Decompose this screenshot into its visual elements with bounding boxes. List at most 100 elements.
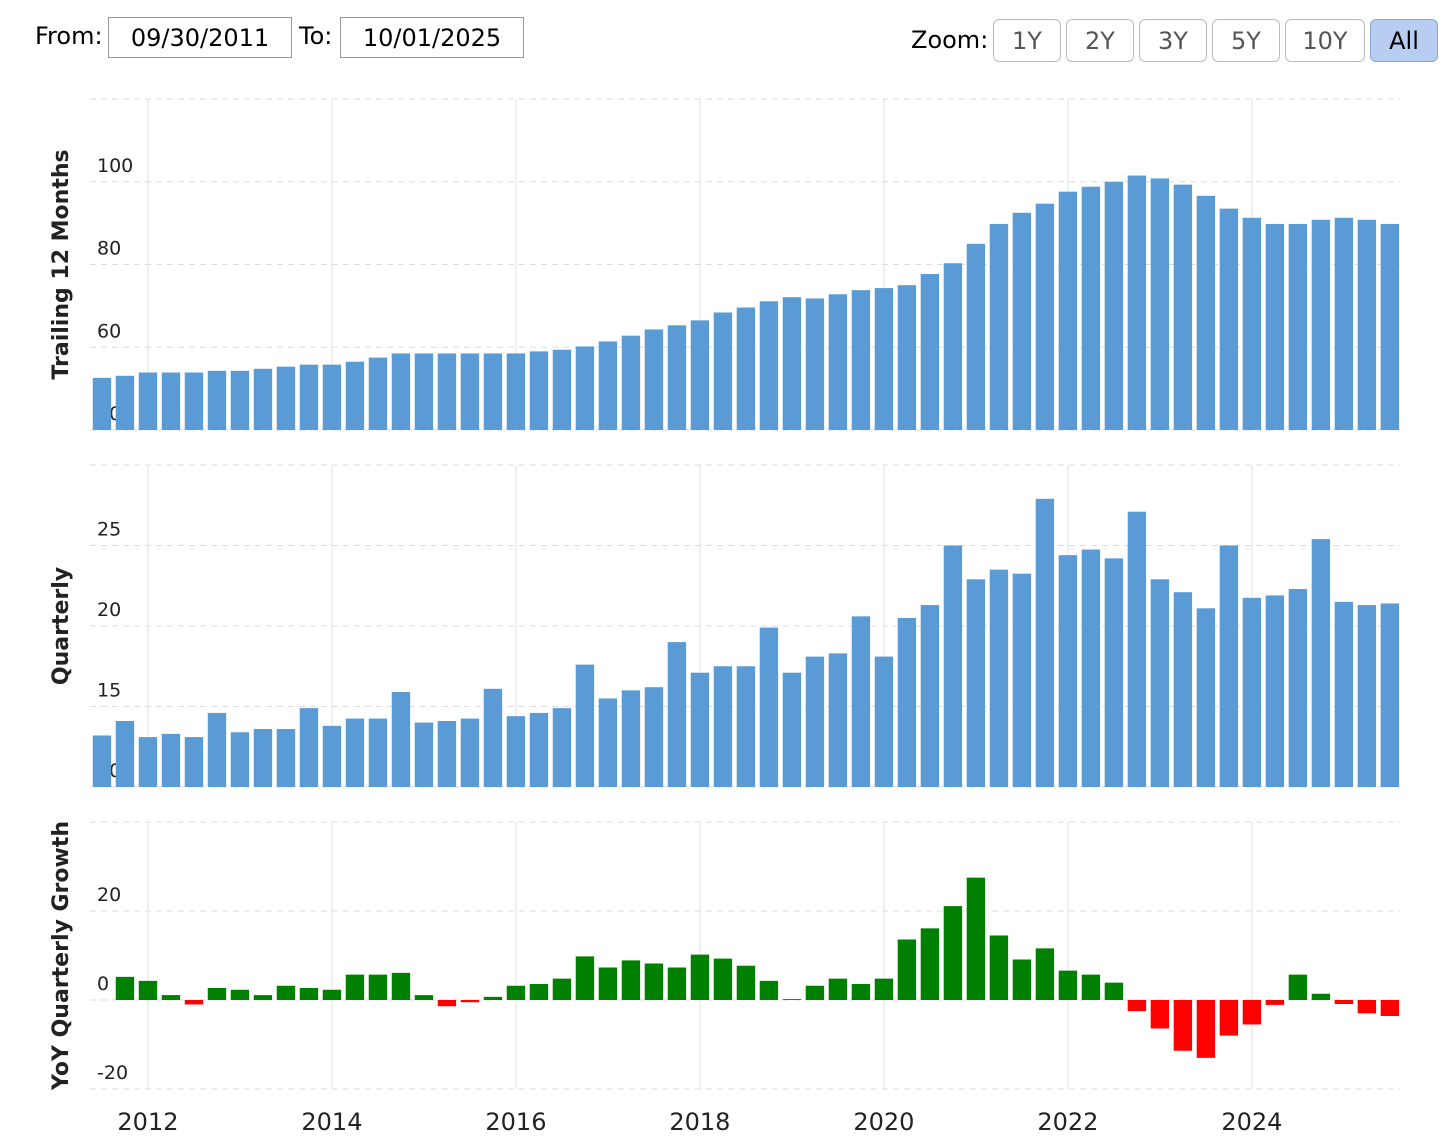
bar	[1196, 608, 1216, 787]
bar	[1219, 208, 1239, 430]
bar	[1150, 579, 1170, 787]
zoom-button[interactable]: All	[1370, 19, 1438, 62]
bar	[1265, 223, 1285, 430]
bar	[483, 996, 503, 1000]
bar	[874, 288, 894, 430]
zoom-button[interactable]: 5Y	[1212, 19, 1280, 62]
x-tick-label: 2022	[1037, 1108, 1098, 1136]
to-label: To:	[299, 22, 333, 50]
bar	[1288, 974, 1308, 1000]
bar	[713, 958, 733, 1000]
bar	[1334, 1000, 1354, 1005]
bar	[1219, 1000, 1239, 1036]
bar	[667, 325, 687, 430]
bar	[253, 995, 273, 1000]
bar	[184, 737, 204, 787]
bar	[943, 263, 963, 430]
bar	[299, 708, 319, 787]
zoom-button[interactable]: 2Y	[1066, 19, 1134, 62]
bar	[1219, 545, 1239, 787]
bar	[989, 569, 1009, 787]
bar	[690, 954, 710, 1000]
bar	[1196, 1000, 1216, 1058]
zoom-button[interactable]: 10Y	[1285, 19, 1365, 62]
bar	[805, 985, 825, 1000]
y-tick-label: 20	[97, 599, 121, 621]
bar	[1242, 597, 1262, 787]
bar	[437, 353, 457, 430]
bar	[690, 672, 710, 787]
bar	[575, 346, 595, 430]
bar	[1127, 175, 1147, 430]
bar	[460, 718, 480, 787]
bar	[414, 995, 434, 1000]
bar	[966, 579, 986, 787]
bar	[230, 732, 250, 787]
x-tick-label: 2014	[301, 1108, 362, 1136]
bar	[207, 370, 227, 430]
bar	[782, 672, 802, 787]
bar	[115, 720, 135, 787]
x-tick-label: 2012	[117, 1108, 178, 1136]
y-axis-title: YoY Quarterly Growth	[49, 821, 74, 1091]
bar	[276, 366, 296, 430]
bar	[414, 353, 434, 430]
bar	[138, 980, 158, 1000]
bar	[1288, 223, 1308, 430]
zoom-button[interactable]: 3Y	[1139, 19, 1207, 62]
bar	[1265, 595, 1285, 787]
bar	[851, 616, 871, 787]
bar	[782, 297, 802, 430]
y-tick-label: 100	[97, 155, 133, 177]
bar	[874, 656, 894, 787]
bar	[1035, 948, 1055, 1000]
bar	[1150, 178, 1170, 430]
bar	[345, 718, 365, 787]
bar	[1173, 184, 1193, 430]
bar	[1081, 186, 1101, 430]
bar	[1357, 219, 1377, 430]
y-tick-label: -20	[97, 1062, 128, 1084]
bar	[115, 976, 135, 1000]
zoom-button[interactable]: 1Y	[993, 19, 1061, 62]
x-tick-label: 2018	[669, 1108, 730, 1136]
bar	[368, 357, 388, 430]
bar	[759, 627, 779, 787]
from-label: From:	[35, 22, 103, 50]
bar	[207, 987, 227, 1000]
bar	[644, 329, 664, 430]
bar	[1380, 603, 1400, 787]
bar	[322, 989, 342, 1000]
x-tick-label: 2024	[1221, 1108, 1282, 1136]
bar	[598, 967, 618, 1000]
bar	[897, 285, 917, 430]
x-tick-label: 2016	[485, 1108, 546, 1136]
bar	[529, 712, 549, 787]
bar	[552, 349, 572, 430]
bar	[920, 605, 940, 787]
bar	[667, 967, 687, 1000]
bar	[1012, 212, 1032, 430]
bar	[460, 1000, 480, 1003]
bar	[276, 985, 296, 1000]
from-input[interactable]: 09/30/2011	[108, 17, 292, 58]
y-tick-label: 20	[97, 884, 121, 906]
bar	[1288, 588, 1308, 787]
bar	[966, 877, 986, 1000]
bar	[621, 960, 641, 1000]
bar	[1173, 1000, 1193, 1051]
bar	[989, 223, 1009, 430]
bar	[437, 1000, 457, 1007]
y-tick-label: 0	[97, 973, 109, 995]
bar	[414, 722, 434, 787]
bar	[1380, 1000, 1400, 1017]
bar	[322, 725, 342, 787]
to-input[interactable]: 10/01/2025	[340, 17, 524, 58]
bar	[598, 698, 618, 787]
bar	[874, 978, 894, 1000]
bar	[1127, 1000, 1147, 1012]
bar	[92, 377, 112, 430]
bar	[345, 974, 365, 1000]
bar	[1334, 601, 1354, 787]
bar	[966, 243, 986, 430]
